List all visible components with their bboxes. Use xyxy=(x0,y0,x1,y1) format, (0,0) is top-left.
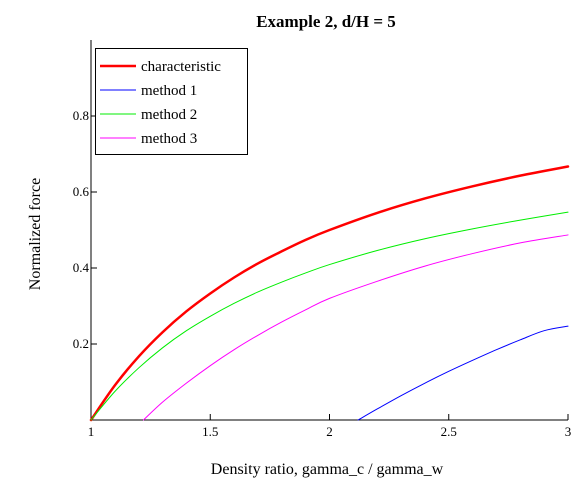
y-tick-label: 0.8 xyxy=(73,108,89,123)
legend-label: characteristic xyxy=(141,59,221,75)
series-line-characteristic xyxy=(89,165,570,422)
legend-label: method 3 xyxy=(141,131,197,147)
y-tick-label: 0.4 xyxy=(73,260,90,275)
legend: characteristic method 1 method 2 method 3 xyxy=(95,48,248,155)
x-tick-label: 1 xyxy=(88,424,95,439)
legend-label: method 2 xyxy=(141,107,197,123)
y-tick-label: 0.2 xyxy=(73,336,89,351)
series-line-method-3 xyxy=(142,234,569,421)
series-line-method-1 xyxy=(357,325,569,421)
x-axis-label: Density ratio, gamma_c / gamma_w xyxy=(211,461,444,478)
y-tick-label: 0.6 xyxy=(73,184,90,199)
y-ticks: 0.2 0.4 0.6 0.8 xyxy=(73,108,97,351)
y-axis-label: Normalized force xyxy=(27,178,44,290)
x-tick-label: 3 xyxy=(565,424,572,439)
x-tick-label: 2 xyxy=(326,424,333,439)
x-ticks: 1 1.5 2 2.5 3 xyxy=(88,414,572,439)
series-line-method-2 xyxy=(90,211,569,421)
x-tick-label: 2.5 xyxy=(441,424,457,439)
chart-title: Example 2, d/H = 5 xyxy=(256,12,396,31)
x-tick-label: 1.5 xyxy=(202,424,218,439)
legend-label: method 1 xyxy=(141,83,197,99)
series-lines xyxy=(89,165,570,422)
